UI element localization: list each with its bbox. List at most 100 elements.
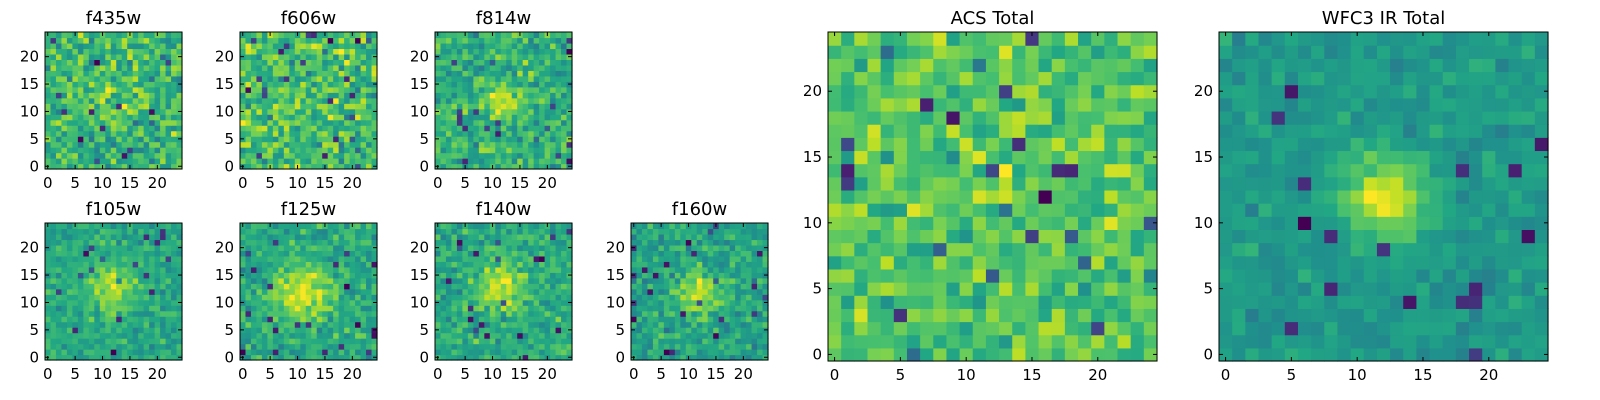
heatmap-cell [1143,334,1158,349]
heatmap-cell [663,223,670,230]
heatmap-cell [500,349,507,356]
heatmap-cell [561,327,568,334]
heatmap-cell [724,299,731,306]
heatmap-cell [495,349,502,356]
heatmap-cell [691,283,698,290]
heatmap-cell [906,189,921,204]
heatmap-cell [495,141,502,148]
heatmap-cell [305,92,312,99]
heatmap-cell [327,103,334,110]
heatmap-cell [338,32,345,39]
heatmap-cell [50,250,57,257]
heatmap-cell [61,294,68,301]
heatmap-cell [959,189,974,204]
heatmap-cell [165,86,172,93]
heatmap-cell [636,250,643,257]
heatmap-cell [138,239,145,246]
heatmap-cell [294,255,301,262]
heatmap-cell [240,233,247,241]
heatmap-cell [691,261,698,268]
heatmap-cell [550,233,557,241]
heatmap-cell [696,321,703,328]
heatmap-cell [256,327,263,334]
heatmap-cell [355,103,362,110]
heatmap-cell [1117,242,1132,257]
heatmap-cell [55,305,63,312]
heatmap-cell [484,294,491,301]
heatmap-cell [245,228,252,235]
heatmap-cell [484,114,491,121]
heatmap-cell [533,48,540,55]
heatmap-cell [83,354,90,361]
heatmap-cell [757,223,764,230]
heatmap-cell [489,316,496,323]
heatmap-cell [83,332,90,339]
x-tick-label: 20 [148,365,167,383]
heatmap-cell [462,283,469,290]
heatmap-cell [267,48,274,55]
heatmap-cell [702,266,709,273]
heatmap-cell [149,316,156,323]
heatmap-cell [311,305,318,312]
heatmap-cell [77,261,84,268]
heatmap-cell [473,250,480,257]
y-tick-label: 5 [29,321,39,339]
heatmap-cell [245,266,252,273]
heatmap-cell [484,119,491,126]
heatmap-cell [366,103,373,110]
heatmap-cell [500,158,507,165]
heatmap-cell [355,130,362,137]
heatmap-cell [338,310,345,317]
heatmap-cell [517,147,524,154]
heatmap-cell [240,266,247,273]
heatmap-cell [311,75,318,82]
heatmap-cell [1117,189,1132,204]
heatmap-cell [160,343,167,350]
heatmap-cell [116,108,123,115]
heatmap-cell [165,125,172,132]
heatmap-cell [696,288,703,295]
heatmap-cell [283,338,290,345]
heatmap-cell [511,223,518,230]
heatmap-cell [1051,321,1066,336]
heatmap-cell [757,244,764,251]
heatmap-cell [757,255,764,262]
heatmap-cell [740,327,747,334]
heatmap-cell [333,141,340,148]
heatmap-cell [440,136,447,143]
heatmap-cell [127,272,134,279]
heatmap-cell [652,277,659,284]
heatmap-cell [456,86,463,93]
heatmap-cell [316,103,323,110]
heatmap-cell [305,354,312,361]
heatmap-cell [511,152,518,159]
heatmap-cell [550,223,557,230]
heatmap-cell [316,53,323,60]
heatmap-cell [685,310,692,317]
heatmap-cell [652,228,659,235]
heatmap-cell [154,125,161,132]
heatmap-cell [445,147,453,154]
heatmap-cell [566,97,573,104]
heatmap-cell [110,294,117,301]
heatmap-cell [1064,347,1079,362]
heatmap-cell [636,283,643,290]
y-tick-label: 0 [224,157,234,175]
heatmap-cell [316,37,323,44]
heatmap-cell [467,299,474,306]
heatmap-cell [305,141,312,148]
heatmap-cell [561,103,568,110]
heatmap-cell [539,92,546,99]
heatmap-cell [631,266,638,273]
heatmap-cell [1091,216,1105,230]
heatmap-cell [333,163,340,170]
heatmap-cell [371,64,378,71]
heatmap-cell [1143,268,1158,283]
heatmap-cell [647,310,654,317]
heatmap-cell [946,229,961,244]
heatmap-cell [165,288,172,295]
heatmap-cell [920,334,934,349]
heatmap-cell [561,343,568,350]
heatmap-cell [121,119,128,126]
